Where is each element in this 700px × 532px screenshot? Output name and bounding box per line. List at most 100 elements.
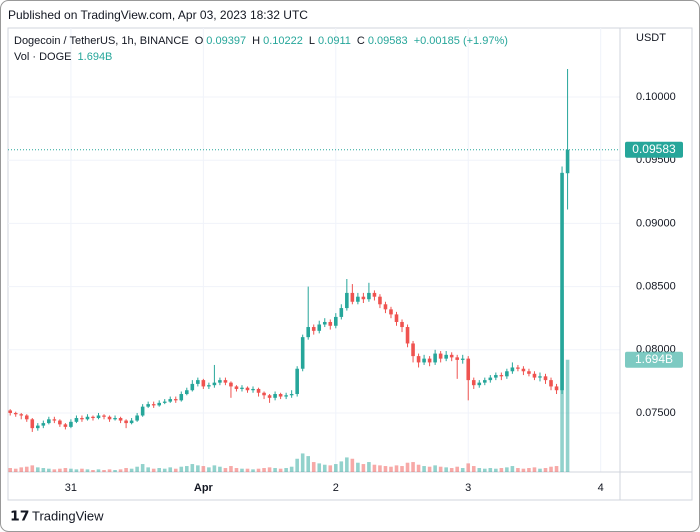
candle-body — [135, 415, 139, 421]
candle-body — [516, 367, 520, 369]
candle-body — [494, 375, 498, 378]
candle-body — [240, 387, 244, 389]
candle-body — [339, 308, 344, 317]
candle-body — [483, 380, 487, 383]
volume-bar — [543, 468, 548, 472]
ohlc-label: O — [194, 35, 204, 47]
y-tick-label: 0.08500 — [636, 280, 676, 292]
candle-body — [488, 377, 493, 381]
volume-bar — [124, 468, 128, 472]
volume-bar — [460, 468, 465, 472]
candle-body — [91, 416, 95, 419]
candle-body — [8, 410, 13, 413]
published-note: Published on TradingView.com, Apr 03, 20… — [8, 8, 308, 22]
candle-body — [295, 368, 299, 395]
candle-body — [532, 373, 537, 378]
candle-body — [334, 316, 338, 326]
volume-bar — [168, 467, 173, 472]
candle-body — [74, 418, 79, 422]
candle-body — [47, 419, 51, 424]
candle-body — [124, 420, 128, 424]
volume-bar — [416, 464, 421, 472]
volume-bar — [273, 468, 277, 472]
candle-body — [223, 380, 228, 383]
volume-bar — [383, 466, 388, 472]
volume-tag — [625, 351, 683, 368]
volume-bar — [102, 470, 106, 472]
candle-body — [350, 292, 355, 302]
candle-body — [85, 416, 90, 420]
volume-bar — [80, 468, 84, 472]
volume-bar — [345, 457, 349, 472]
candle-body — [107, 416, 112, 420]
volume-bar — [47, 468, 51, 472]
candle-body — [378, 296, 382, 305]
volume-header: Vol · DOGE 1.694B — [14, 51, 115, 63]
candle-body — [549, 380, 553, 387]
volume-bar — [300, 453, 305, 472]
volume-bar — [69, 468, 73, 472]
volume-bar — [322, 464, 327, 472]
volume-bar — [433, 465, 437, 472]
candle-body — [372, 292, 377, 297]
candle-body — [190, 383, 195, 391]
y-tick-label: 0.10000 — [636, 91, 676, 103]
x-tick-label: 31 — [65, 482, 77, 494]
close-value: 0.09583 — [367, 35, 408, 47]
brand: TradingView — [32, 508, 104, 523]
x-tick-label: 2 — [333, 482, 339, 494]
volume-bar — [499, 468, 504, 472]
candle-body — [278, 394, 283, 397]
candle-body — [245, 387, 250, 391]
volume-bar — [218, 466, 222, 472]
candle-body — [13, 412, 18, 415]
volume-bar — [13, 468, 18, 472]
candle-body — [438, 353, 443, 359]
chart-border — [7, 27, 693, 501]
volume-bar — [245, 468, 250, 472]
ohlc-label: H — [252, 35, 261, 47]
candle-body — [444, 354, 448, 359]
candle-body — [173, 399, 178, 401]
volume-bar — [289, 466, 294, 472]
last-price-label: 0.09583 — [632, 142, 676, 156]
volume-bar — [466, 463, 471, 472]
candle-body — [146, 404, 150, 407]
candle-body — [151, 404, 156, 406]
candle-body — [471, 380, 476, 386]
volume-bar — [394, 465, 399, 472]
volume-bar — [173, 468, 178, 472]
volume-bar — [494, 468, 498, 472]
volume-bar — [190, 464, 195, 472]
volume-bar — [405, 462, 410, 472]
volume-bar — [58, 468, 62, 472]
candle-body — [289, 394, 294, 396]
candle-body — [273, 394, 277, 398]
volume-bar — [444, 467, 448, 472]
volume-bar — [223, 468, 228, 472]
volume-bar — [256, 468, 261, 472]
volume-bar — [240, 468, 244, 472]
legend-header: Dogecoin / TetherUS, 1h, BINANCE O 0.0939… — [14, 35, 511, 47]
candle-body — [229, 382, 233, 387]
volume-bar — [162, 468, 167, 472]
candle-body — [118, 418, 123, 421]
svg-text:𝟭𝟳: 𝟭𝟳 — [10, 508, 29, 524]
candle-body — [383, 304, 388, 310]
candle-body — [267, 395, 272, 398]
candle-body — [389, 309, 393, 315]
candle-body — [543, 376, 548, 381]
candle-body — [400, 321, 404, 328]
volume-bar — [427, 466, 432, 472]
candle-body — [422, 358, 426, 363]
volume-bar — [267, 467, 272, 472]
volume-bar — [118, 469, 123, 472]
candle-body — [510, 367, 515, 372]
volume-bar — [36, 467, 40, 472]
volume-bar — [129, 468, 134, 472]
candle-body — [212, 382, 217, 386]
ohlc-label: C — [356, 35, 365, 47]
